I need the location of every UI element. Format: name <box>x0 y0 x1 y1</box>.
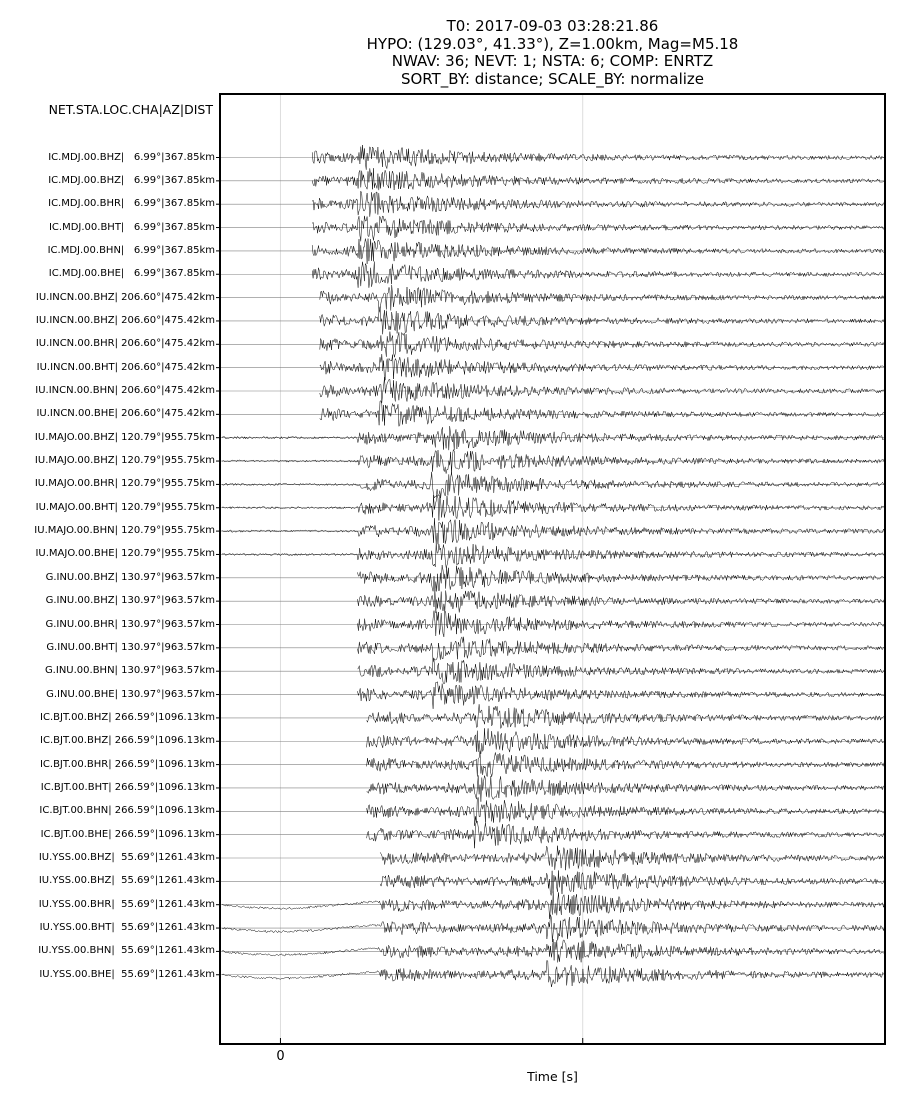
trace-label: IC.MDJ.00.BHZ| 6.99°|367.85km <box>48 151 215 163</box>
plot-frame <box>219 93 886 1045</box>
trace-label-header: NET.STA.LOC.CHA|AZ|DIST <box>48 102 213 117</box>
trace-label: IU.MAJO.00.BHT| 120.79°|955.75km <box>35 501 215 513</box>
trace-label: IC.BJT.00.BHZ| 266.59°|1096.13km <box>40 735 215 747</box>
trace-label: IC.BJT.00.BHN| 266.59°|1096.13km <box>39 805 215 817</box>
chart-title: T0: 2017-09-03 03:28:21.86 HYPO: (129.03… <box>220 17 885 88</box>
trace-label: IU.MAJO.00.BHR| 120.79°|955.75km <box>34 478 215 490</box>
seismogram-trace <box>311 144 885 170</box>
title-line-sort-scale: SORT_BY: distance; SCALE_BY: normalize <box>400 69 705 88</box>
baseline-layer <box>220 157 885 976</box>
trace-label: IU.YSS.00.BHZ| 55.69°|1261.43km <box>38 875 215 887</box>
trace-labels: IC.MDJ.00.BHZ| 6.99°|367.85km IC.MDJ.00.B… <box>0 0 218 1100</box>
seismogram-trace <box>312 215 885 242</box>
seismogram-trace <box>319 284 886 313</box>
seismogram-trace <box>357 610 886 638</box>
trace-label: IU.YSS.00.BHN| 55.69°|1261.43km <box>38 945 215 957</box>
trace-label: IC.MDJ.00.BHR| 6.99°|367.85km <box>48 198 215 210</box>
seismogram-trace <box>221 542 885 569</box>
seismogram-trace <box>366 775 885 802</box>
trace-label: IU.INCN.00.BHT| 206.60°|475.42km <box>36 361 215 373</box>
trace-label: G.INU.00.BHT| 130.97°|963.57km <box>46 641 215 653</box>
trace-label: IC.BJT.00.BHT| 266.59°|1096.13km <box>40 781 215 793</box>
seismogram-trace <box>357 636 886 662</box>
trace-label: IC.MDJ.00.BHZ| 6.99°|367.85km <box>48 174 215 186</box>
seismogram-trace <box>366 796 885 826</box>
seismogram-trace <box>311 191 885 217</box>
trace-label: G.INU.00.BHZ| 130.97°|963.57km <box>45 595 215 607</box>
trace-label: IU.MAJO.00.BHN| 120.79°|955.75km <box>34 525 215 537</box>
x-tick-label-0: 0 <box>276 1049 284 1064</box>
trace-label: G.INU.00.BHN| 130.97°|963.57km <box>44 665 215 677</box>
trace-label: IC.BJT.00.BHR| 266.59°|1096.13km <box>39 758 215 770</box>
seismogram-trace <box>311 168 885 191</box>
seismogram-trace <box>366 750 885 777</box>
trace-label: IU.INCN.00.BHZ| 206.60°|475.42km <box>35 314 215 326</box>
trace-label: IU.MAJO.00.BHE| 120.79°|955.75km <box>35 548 215 560</box>
seismogram-trace <box>221 914 885 943</box>
trace-layer <box>221 144 886 988</box>
trace-label: G.INU.00.BHR| 130.97°|963.57km <box>45 618 215 630</box>
trace-label: IU.INCN.00.BHE| 206.60°|475.42km <box>36 408 215 420</box>
trace-label: IU.MAJO.00.BHZ| 120.79°|955.75km <box>34 455 215 467</box>
grid-layer <box>279 94 584 1044</box>
trace-label: IU.YSS.00.BHE| 55.69°|1261.43km <box>39 968 215 980</box>
seismogram-trace <box>311 238 885 264</box>
seismogram-trace <box>357 564 886 592</box>
seismogram-trace <box>357 681 886 709</box>
trace-label: IU.INCN.00.BHR| 206.60°|475.42km <box>35 338 215 350</box>
seismogram-trace <box>379 845 885 871</box>
trace-label: IU.MAJO.00.BHZ| 120.79°|955.75km <box>34 431 215 443</box>
trace-label: IC.MDJ.00.BHT| 6.99°|367.85km <box>48 221 215 233</box>
seismogram-trace <box>221 518 885 545</box>
trace-label: IC.MDJ.00.BHN| 6.99°|367.85km <box>47 244 215 256</box>
trace-label: IU.YSS.00.BHT| 55.69°|1261.43km <box>39 922 215 934</box>
seismogram-trace <box>319 331 885 358</box>
seismogram-trace <box>319 306 886 335</box>
seismogram-trace <box>221 494 885 521</box>
trace-label: IC.BJT.00.BHE| 266.59°|1096.13km <box>40 828 215 840</box>
trace-label: IC.MDJ.00.BHE| 6.99°|367.85km <box>48 268 215 280</box>
x-tick-layer: 0 <box>216 157 584 1064</box>
trace-label: IU.INCN.00.BHZ| 206.60°|475.42km <box>35 291 215 303</box>
seismogram-trace <box>221 891 885 919</box>
trace-label: IU.YSS.00.BHR| 55.69°|1261.43km <box>38 898 215 910</box>
seismogram-trace <box>319 377 886 403</box>
seismogram-trace <box>221 426 885 451</box>
trace-label: G.INU.00.BHZ| 130.97°|963.57km <box>45 571 215 583</box>
seismogram-trace <box>366 704 885 729</box>
seismogram-trace <box>366 820 885 849</box>
x-axis-label: Time [s] <box>527 1069 578 1084</box>
seismogram-trace <box>319 400 886 427</box>
title-line-origin-time: T0: 2017-09-03 03:28:21.86 <box>446 17 659 35</box>
trace-label: IC.BJT.00.BHZ| 266.59°|1096.13km <box>40 711 215 723</box>
seismogram-trace <box>221 938 885 963</box>
seismogram-trace <box>357 589 885 614</box>
seismogram-trace <box>357 657 886 685</box>
title-line-hypocenter: HYPO: (129.03°, 41.33°), Z=1.00km, Mag=M… <box>366 34 739 53</box>
title-line-counts: NWAV: 36; NEVT: 1; NSTA: 6; COMP: ENRTZ <box>391 52 714 70</box>
seismogram-trace <box>366 728 885 754</box>
seismogram-trace <box>221 448 885 474</box>
seismogram-trace <box>311 261 885 288</box>
seismogram-trace <box>379 870 885 896</box>
trace-label: IU.INCN.00.BHN| 206.60°|475.42km <box>35 385 215 396</box>
trace-label: IU.YSS.00.BHZ| 55.69°|1261.43km <box>38 852 215 863</box>
trace-label: G.INU.00.BHE| 130.97°|963.57km <box>46 688 215 700</box>
seismogram-trace <box>221 471 885 499</box>
seismogram-trace <box>221 959 885 988</box>
seismogram-trace <box>319 353 885 382</box>
